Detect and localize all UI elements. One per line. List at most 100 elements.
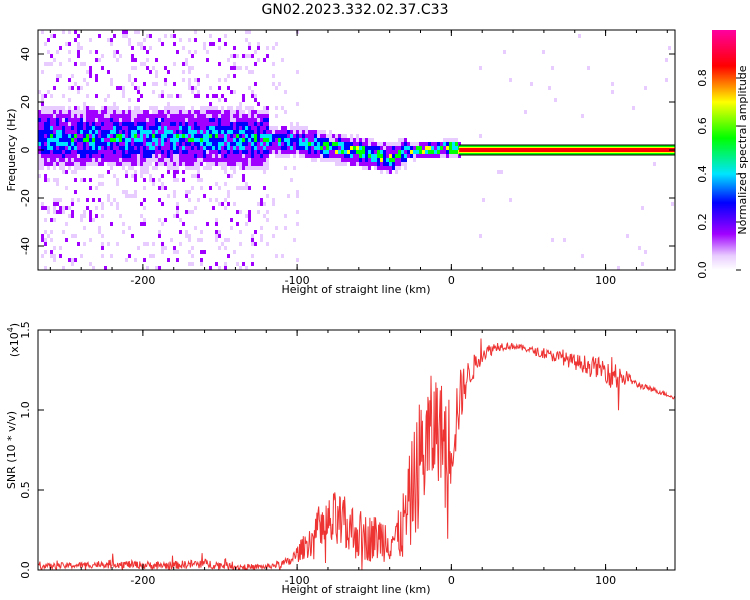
spectrogram-cell xyxy=(74,234,77,238)
spectrogram-cell xyxy=(137,110,140,114)
spectrogram-cell xyxy=(56,178,59,182)
spectrogram-cell xyxy=(38,134,41,138)
spectrogram-cell xyxy=(350,138,353,142)
spectrogram-cell xyxy=(146,170,149,174)
spectrogram-cell xyxy=(80,86,83,90)
spectrogram-cell xyxy=(107,106,110,110)
spectrogram-cell xyxy=(215,234,218,238)
spectrogram-cell xyxy=(71,74,74,78)
spectrogram-cell xyxy=(104,110,107,114)
spectrogram-cell xyxy=(104,158,107,162)
spectrogram-cell xyxy=(95,146,98,150)
spectrogram-cell xyxy=(224,266,227,270)
spectrogram-cell xyxy=(38,90,41,94)
spectrogram-cell xyxy=(137,134,140,138)
spectrogram-cell xyxy=(392,166,395,170)
spectrogram-cell xyxy=(71,262,74,266)
spectrogram-cell xyxy=(143,122,146,126)
spectrogram-cell xyxy=(212,142,215,146)
spectrogram-cell xyxy=(248,114,251,118)
spectrogram-cell xyxy=(227,190,230,194)
spectrogram-cell xyxy=(317,130,320,134)
spectrogram-cell xyxy=(230,138,233,142)
spectrogram-cell xyxy=(317,134,320,138)
spectrogram-cell xyxy=(152,134,155,138)
spectrogram-cell xyxy=(290,126,293,130)
spectrogram-cell xyxy=(164,134,167,138)
spectrogram-cell xyxy=(206,94,209,98)
spectrogram-cell xyxy=(338,142,341,146)
spectrogram-cell xyxy=(188,166,191,170)
spectrogram-cell xyxy=(68,114,71,118)
spectrogram-cell xyxy=(95,138,98,142)
spectrogram-cell xyxy=(254,230,257,234)
spectrogram-cell xyxy=(188,82,191,86)
spectrogram-cell xyxy=(197,174,200,178)
spectrogram-cell xyxy=(170,118,173,122)
spectrogram-cell xyxy=(47,118,50,122)
spectrogram-cell xyxy=(68,166,71,170)
spectrogram-cell xyxy=(245,118,248,122)
spectrogram-cell xyxy=(254,114,257,118)
spectrogram-cell xyxy=(398,158,401,162)
spectrogram-cell xyxy=(158,94,161,98)
spectrogram-cell xyxy=(104,126,107,130)
spectrogram-cell xyxy=(101,234,104,238)
spectrogram-cell xyxy=(59,246,62,250)
spectrogram-cell xyxy=(77,42,80,46)
spectrogram-cell xyxy=(155,166,158,170)
spectrogram-cell xyxy=(281,150,284,154)
spectrogram-cell xyxy=(251,106,254,110)
spectrogram-cell xyxy=(212,150,215,154)
spectrogram-cell xyxy=(344,162,347,166)
spectrogram-cell xyxy=(443,150,446,154)
spectrogram-cell xyxy=(62,122,65,126)
spectrogram-cell xyxy=(158,110,161,114)
spectrogram-cell xyxy=(236,162,239,166)
spectrogram-cell xyxy=(191,166,194,170)
spectrogram-cell xyxy=(110,166,113,170)
spectrogram-cell xyxy=(116,106,119,110)
spectrogram-cell xyxy=(245,166,248,170)
spectrogram-cell xyxy=(149,178,152,182)
spectrogram-cell xyxy=(227,202,230,206)
spectrogram-cell xyxy=(110,42,113,46)
spectrogram-cell xyxy=(122,94,125,98)
spectrogram-cell xyxy=(305,150,308,154)
spectrogram-cell xyxy=(428,142,431,146)
spectrogram-cell xyxy=(161,126,164,130)
spectrogram-cell xyxy=(179,126,182,130)
spectrogram-cell xyxy=(47,106,50,110)
spectrogram-cell xyxy=(125,30,128,34)
spectrogram-cell xyxy=(215,154,218,158)
spectrogram-cell xyxy=(293,126,296,130)
spectrogram-cell xyxy=(179,130,182,134)
spectrogram-cell xyxy=(158,198,161,202)
spectrogram-cell xyxy=(272,234,275,238)
spectrogram-cell xyxy=(128,194,131,198)
spectrogram-cell xyxy=(182,70,185,74)
spectrogram-cell xyxy=(368,162,371,166)
spectrogram-cell xyxy=(53,58,56,62)
spectrogram-cell xyxy=(89,178,92,182)
spectrogram-cell xyxy=(266,130,269,134)
spectrogram-cell xyxy=(146,266,149,270)
spectrogram-cell xyxy=(248,166,251,170)
spectrogram-cell xyxy=(161,150,164,154)
spectrogram-cell xyxy=(245,158,248,162)
spectrogram-cell xyxy=(77,158,80,162)
spectrogram-cell xyxy=(206,114,209,118)
spectrogram-cell xyxy=(101,126,104,130)
spectrogram-cell xyxy=(179,138,182,142)
spectrogram-cell xyxy=(41,102,44,106)
spectrogram-cell xyxy=(167,106,170,110)
spectrogram-cell xyxy=(146,142,149,146)
spectrogram-cell xyxy=(134,142,137,146)
spectrogram-cell xyxy=(137,90,140,94)
spectrogram-cell xyxy=(344,154,347,158)
spectrogram-cell xyxy=(269,130,272,134)
spectrogram-cell xyxy=(383,146,386,150)
spectrogram-cell xyxy=(53,246,56,250)
spectrogram-cell xyxy=(89,122,92,126)
